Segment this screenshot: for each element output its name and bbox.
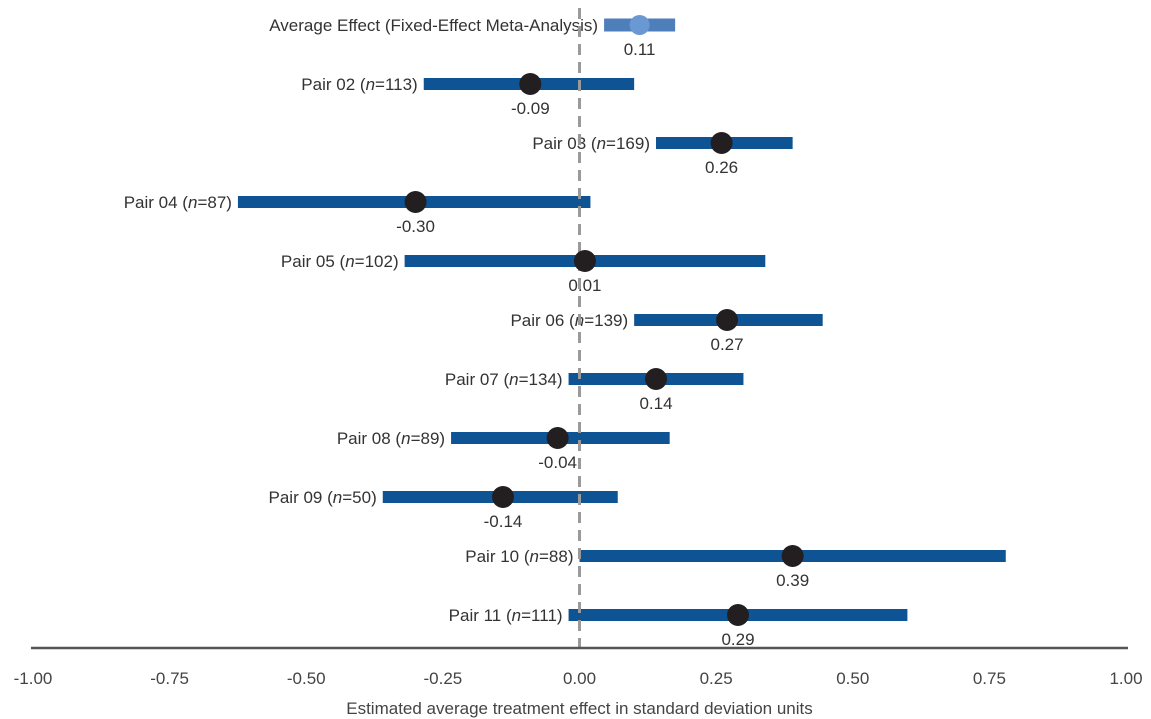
row-name: Pair 03 <box>532 134 586 153</box>
row-name: Pair 11 <box>449 606 502 625</box>
row-n-value: =50) <box>342 488 377 507</box>
x-tick-label: 1.00 <box>1109 669 1142 688</box>
row-label-pair-02: Pair 02 (n=113) <box>301 75 417 94</box>
row-n-open: ( <box>586 134 597 153</box>
row-n-value: =113) <box>375 75 418 94</box>
row-n-value: =102) <box>355 252 399 271</box>
x-axis-ticks: -1.00 -0.75 -0.50 -0.25 0.00 0.25 0.50 0.75 1.00 <box>14 669 1143 688</box>
row-n-symbol: n <box>530 547 539 566</box>
row-name: Pair 06 <box>510 311 564 330</box>
row-name: Pair 05 <box>281 252 335 271</box>
row-n-symbol: n <box>366 75 375 94</box>
row-n-symbol: n <box>401 429 410 448</box>
point-estimate-average-effect <box>629 15 650 35</box>
x-tick-label: 0.75 <box>973 669 1006 688</box>
forest-rows: Average Effect (Fixed-Effect Meta-Analys… <box>124 16 1006 625</box>
value-label-pair-03: 0.26 <box>705 158 738 177</box>
row-n-open: ( <box>355 75 366 94</box>
row-n-symbol: n <box>188 193 197 212</box>
row-name: Pair 10 <box>465 547 519 566</box>
point-estimate-pair-05 <box>573 250 596 272</box>
x-tick-label: 0.00 <box>563 669 596 688</box>
x-tick-label: -1.00 <box>14 669 53 688</box>
x-tick-label: -0.75 <box>150 669 189 688</box>
row-n-open: ( <box>519 547 530 566</box>
point-estimate-pair-03 <box>710 132 733 154</box>
row-name: Pair 07 <box>445 370 499 389</box>
row-n-value: =87) <box>197 193 232 212</box>
row-label-pair-11: Pair 11 (n=111) <box>449 606 563 625</box>
row-n-value: =111) <box>521 606 562 625</box>
row-label-pair-05: Pair 05 (n=102) <box>281 252 399 271</box>
row-label-pair-08: Pair 08 (n=89) <box>337 429 445 448</box>
value-label-pair-09: -0.14 <box>484 512 523 531</box>
value-label-pair-08: -0.04 <box>538 453 577 472</box>
point-estimate-pair-11 <box>726 604 749 626</box>
value-label-average-effect: 0.11 <box>624 40 656 59</box>
point-estimate-pair-02 <box>519 73 542 95</box>
value-label-pair-10: 0.39 <box>776 571 809 590</box>
x-tick-label: 0.25 <box>700 669 733 688</box>
point-estimate-pair-07 <box>645 368 668 390</box>
row-label-average-effect: Average Effect (Fixed-Effect Meta-Analys… <box>269 16 598 35</box>
point-estimate-pair-08 <box>546 427 569 449</box>
row-n-open: ( <box>501 606 512 625</box>
row-n-symbol: n <box>345 252 354 271</box>
row-name: Pair 09 <box>269 488 323 507</box>
x-tick-label: 0.50 <box>836 669 869 688</box>
value-label-pair-07: 0.14 <box>639 394 672 413</box>
row-n-open: ( <box>178 193 189 212</box>
point-estimate-pair-06 <box>716 309 739 331</box>
row-label-pair-04: Pair 04 (n=87) <box>124 193 232 212</box>
row-name: Average Effect (Fixed-Effect Meta-Analys… <box>269 16 598 35</box>
row-n-symbol: n <box>333 488 342 507</box>
row-label-pair-10: Pair 10 (n=88) <box>465 547 573 566</box>
value-label-pair-06: 0.27 <box>711 335 744 354</box>
point-estimate-pair-04 <box>404 191 427 213</box>
x-tick-label: -0.50 <box>287 669 326 688</box>
row-name: Pair 08 <box>337 429 391 448</box>
row-n-value: =89) <box>411 429 446 448</box>
value-label-pair-05: 0.01 <box>568 276 601 295</box>
row-n-value: =88) <box>539 547 574 566</box>
row-n-value: =169) <box>606 134 650 153</box>
value-label-pair-04: -0.30 <box>396 217 435 236</box>
row-label-pair-06: Pair 06 (n=139) <box>510 311 628 330</box>
row-name: Pair 04 <box>124 193 178 212</box>
row-n-open: ( <box>335 252 346 271</box>
row-n-open: ( <box>564 311 575 330</box>
x-axis-title: Estimated average treatment effect in st… <box>346 699 813 718</box>
point-estimate-pair-10 <box>781 545 804 567</box>
x-tick-label: -0.25 <box>424 669 463 688</box>
row-n-symbol: n <box>597 134 606 153</box>
row-n-open: ( <box>499 370 510 389</box>
row-label-pair-09: Pair 09 (n=50) <box>269 488 377 507</box>
row-label-pair-03: Pair 03 (n=169) <box>532 134 650 153</box>
row-label-pair-07: Pair 07 (n=134) <box>445 370 563 389</box>
value-label-pair-02: -0.09 <box>511 99 550 118</box>
row-n-value: =134) <box>519 370 563 389</box>
row-n-value: =139) <box>584 311 628 330</box>
row-n-symbol: n <box>512 606 521 625</box>
point-estimate-pair-09 <box>491 486 514 508</box>
row-n-open: ( <box>322 488 333 507</box>
row-name: Pair 02 <box>301 75 355 94</box>
row-n-open: ( <box>391 429 402 448</box>
point-estimates: 0.11 -0.09 0.26 -0.30 0.01 0.27 0.14 -0.04 -0.14… <box>396 15 809 649</box>
value-label-pair-11: 0.29 <box>721 630 754 649</box>
row-n-symbol: n <box>509 370 518 389</box>
